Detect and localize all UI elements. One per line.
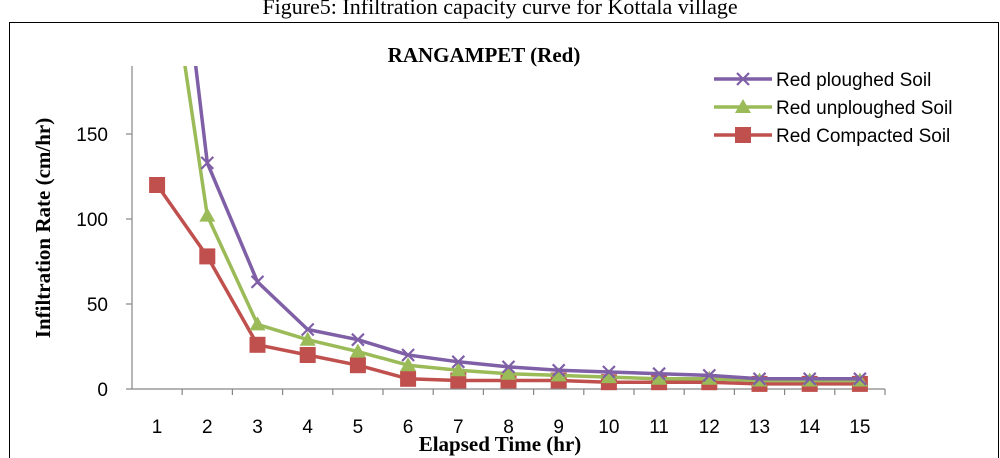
data-point: [551, 363, 566, 378]
data-point: [602, 365, 616, 379]
data-point: [802, 372, 817, 386]
data-point: [349, 357, 366, 374]
marker-stroke: [200, 156, 215, 170]
legend-entry: Red Compacted Soil: [714, 126, 950, 147]
figure-caption: Figure5: Infiltration capacity curve for…: [262, 0, 738, 19]
marker-stroke: [602, 365, 616, 379]
legend-entry: Red ploughed Soil: [714, 70, 931, 91]
legend-entry: Red unploughed Soil: [714, 98, 952, 119]
data-point: [199, 248, 216, 265]
y-tick-label: 100: [76, 210, 108, 231]
data-point: [351, 332, 365, 347]
data-point: [702, 368, 717, 383]
marker-stroke: [736, 72, 750, 86]
marker-stroke: [351, 332, 365, 347]
x-tick-label: 12: [699, 417, 720, 438]
data-point: [249, 336, 266, 353]
y-tick-label: 150: [76, 125, 108, 146]
data-point: [401, 348, 415, 362]
data-point: [250, 275, 265, 289]
marker-stroke: [802, 372, 817, 386]
x-tick-label: 1: [152, 417, 163, 438]
data-point: [450, 372, 467, 389]
data-point: [300, 322, 315, 337]
marker-stroke: [501, 360, 516, 374]
marker-stroke: [401, 348, 415, 362]
marker-stroke: [652, 366, 666, 381]
x-tick-label: 2: [202, 417, 213, 438]
data-point: [249, 316, 266, 331]
legend-label: Red unploughed Soil: [776, 98, 952, 119]
x-tick-label: 6: [403, 417, 414, 438]
x-tick-label: 10: [598, 417, 619, 438]
x-tick-label: 8: [503, 417, 514, 438]
marker-stroke: [752, 372, 767, 386]
data-point: [400, 357, 417, 372]
data-point: [652, 366, 666, 381]
marker-stroke: [551, 363, 566, 378]
data-point: [200, 156, 215, 170]
data-point: [349, 343, 366, 358]
data-point: [450, 362, 467, 377]
data-point: [199, 207, 216, 222]
x-tick-label: 11: [649, 417, 669, 438]
x-axis-label: Elapsed Time (hr): [419, 432, 582, 456]
marker-stroke: [250, 275, 265, 289]
x-tick-label: 9: [553, 417, 564, 438]
chart-frame: [9, 22, 999, 458]
marker-stroke: [853, 372, 867, 386]
data-point: [735, 127, 751, 143]
data-point: [400, 370, 417, 387]
x-tick-label: 4: [302, 417, 313, 438]
data-point: [853, 372, 867, 386]
y-tick-label: 50: [87, 295, 108, 316]
data-point: [451, 355, 466, 369]
x-tick-label: 15: [849, 417, 870, 438]
data-point: [299, 331, 316, 346]
series-red-compacted-soil: [149, 177, 868, 392]
y-tick-label: 0: [97, 380, 108, 401]
data-point: [735, 99, 751, 113]
marker-stroke: [702, 368, 717, 383]
data-point: [736, 72, 750, 86]
chart-title: RANGAMPET (Red): [388, 43, 581, 67]
x-tick-label: 14: [799, 417, 821, 438]
data-point: [501, 360, 516, 374]
data-point: [701, 370, 718, 385]
legend-label: Red ploughed Soil: [776, 70, 931, 91]
marker-stroke: [300, 322, 315, 337]
data-point: [500, 365, 517, 380]
data-point: [550, 367, 567, 382]
marker-stroke: [451, 355, 466, 369]
data-point: [149, 177, 166, 193]
x-tick-label: 13: [749, 417, 770, 438]
x-tick-label: 3: [252, 417, 263, 438]
x-tick-label: 7: [453, 417, 464, 438]
data-point: [299, 347, 316, 363]
data-point: [651, 370, 668, 385]
data-point: [600, 369, 617, 384]
legend-label: Red Compacted Soil: [776, 126, 950, 147]
x-tick-label: 5: [353, 417, 364, 438]
series-red-ploughed-soil: [193, 66, 867, 386]
data-point: [752, 372, 767, 386]
y-axis-label: Infiltration Rate (cm/hr): [31, 118, 55, 338]
